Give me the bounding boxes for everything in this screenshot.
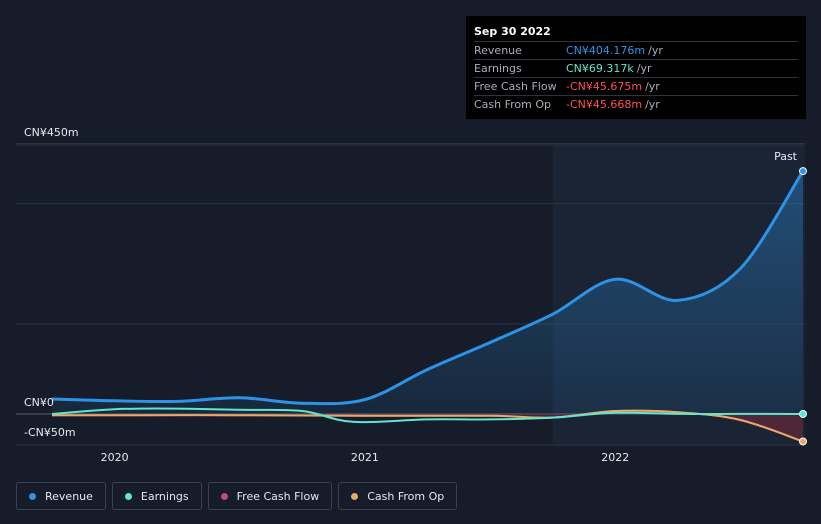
revenue-area xyxy=(52,171,803,414)
legend-dot-icon xyxy=(124,492,132,500)
tooltip-unit: /yr xyxy=(645,80,660,93)
legend-dot-icon xyxy=(29,492,36,500)
tooltip-date: Sep 30 2022 xyxy=(474,25,551,38)
y-tick-label: -CN¥50m xyxy=(24,426,76,439)
tooltip-label: Earnings xyxy=(474,62,522,75)
tooltip-unit: /yr xyxy=(648,44,663,57)
legend-label: Earnings xyxy=(140,489,189,503)
earnings-line xyxy=(51,407,804,424)
legend-label: Revenue xyxy=(45,489,93,503)
tooltip: Sep 30 2022 Revenue CN¥404.176m /yr Earn… xyxy=(466,16,806,119)
legend-dot-icon xyxy=(220,492,228,500)
tooltip-value: -CN¥45.675m xyxy=(566,80,643,93)
legend-dot-icon xyxy=(351,492,359,500)
legend-item-free-cash-flow[interactable]: Free Cash Flow xyxy=(207,482,333,510)
revenue-line xyxy=(51,170,805,406)
cash-from-op-end-marker xyxy=(799,437,807,446)
x-tick-label: 2022 xyxy=(601,451,629,464)
earnings-end-marker xyxy=(799,409,807,418)
tooltip-row-cash-from-op: Cash From Op -CN¥45.668m /yr xyxy=(474,95,798,113)
revenue-end-marker xyxy=(799,167,807,176)
y-tick-label: CN¥450m xyxy=(24,126,79,139)
y-tick-label: CN¥0 xyxy=(24,396,54,409)
tooltip-row-earnings: Earnings CN¥69.317k /yr xyxy=(474,59,798,77)
legend-item-revenue[interactable]: Revenue xyxy=(16,482,106,510)
past-label: Past xyxy=(774,150,798,163)
tooltip-row-free-cash-flow: Free Cash Flow -CN¥45.675m /yr xyxy=(474,77,798,95)
x-tick-label: 2020 xyxy=(101,451,129,464)
legend-item-earnings[interactable]: Earnings xyxy=(111,482,202,510)
tooltip-value: CN¥404.176m xyxy=(566,44,646,57)
tooltip-unit: /yr xyxy=(645,98,660,111)
tooltip-value: -CN¥45.668m xyxy=(566,98,643,111)
legend-item-cash-from-op[interactable]: Cash From Op xyxy=(338,482,458,510)
legend-label: Free Cash Flow xyxy=(236,489,320,503)
tooltip-value: CN¥69.317k xyxy=(566,62,634,75)
tooltip-row-revenue: Revenue CN¥404.176m /yr xyxy=(474,41,798,59)
legend-label: Cash From Op xyxy=(367,489,445,503)
tooltip-label: Revenue xyxy=(474,44,522,57)
tooltip-label: Free Cash Flow xyxy=(474,80,557,93)
tooltip-label: Cash From Op xyxy=(474,98,552,111)
legend: Revenue Earnings Free Cash Flow Cash Fro… xyxy=(16,482,458,510)
x-tick-label: 2021 xyxy=(351,451,379,464)
tooltip-unit: /yr xyxy=(636,62,652,75)
